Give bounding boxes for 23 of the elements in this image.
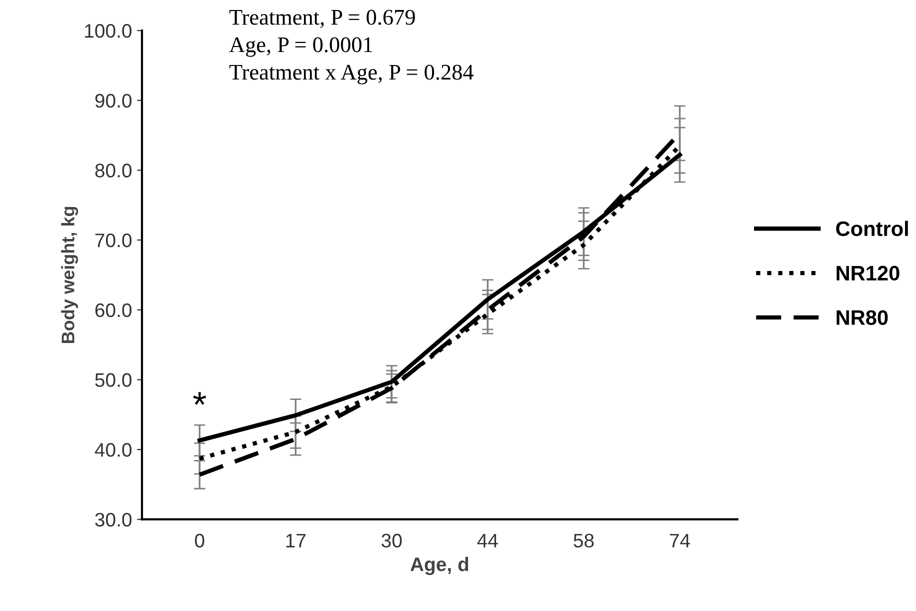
x-axis-title: Age, d [410,556,468,576]
x-tick-label: 44 [477,534,498,548]
annotation: Treatment x Age, P = 0.284 [229,64,474,84]
x-tick-label: 0 [194,534,204,548]
legend-label: NR120 [836,266,900,281]
y-tick-label: 60.0 [95,303,132,318]
y-tick-label: 80.0 [95,164,132,178]
y-tick-label: 50.0 [95,373,132,387]
annotation: * [193,392,206,405]
y-tick-label: 70.0 [95,234,132,248]
legend-label: NR80 [836,310,888,325]
legend-label: Control [836,220,908,236]
x-tick-label: 30 [382,534,402,548]
x-tick-label: 17 [286,534,306,548]
y-axis-title: Body weight, kg [61,206,78,343]
y-tick-label: 30.0 [95,512,132,527]
text: Treatment, P = 0.679 [229,10,415,28]
y-tick-label: 100.0 [85,24,132,38]
annotation: Age, P = 0.0001 [229,37,372,57]
y-tick-label: 40.0 [94,442,132,457]
x-tick-label: 58 [574,534,594,548]
y-tick-label: 90.0 [95,94,132,108]
x-tick-label: 74 [670,534,690,548]
